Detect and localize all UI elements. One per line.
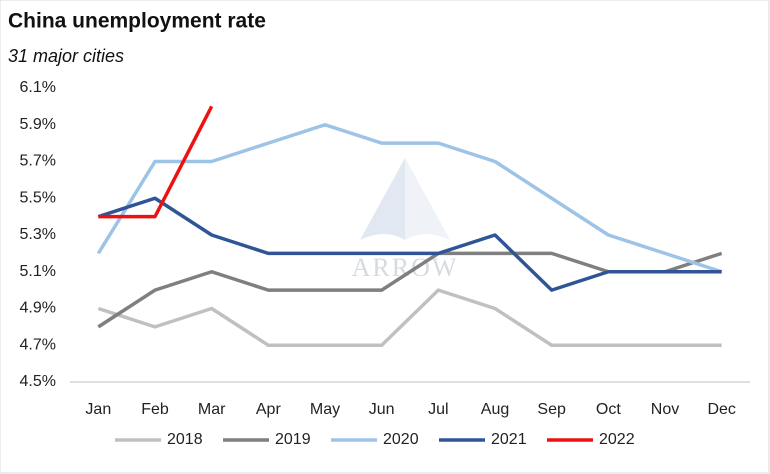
x-tick-label: Jul	[428, 401, 448, 418]
series-line	[97, 196, 722, 292]
y-tick-label: 4.5%	[20, 373, 56, 390]
x-tick-label: Dec	[707, 401, 735, 418]
x-tick-label: Feb	[141, 401, 169, 418]
watermark-logo	[360, 158, 450, 240]
x-tick-label: Jun	[369, 401, 395, 418]
y-tick-label: 5.9%	[20, 116, 56, 133]
y-tick-label: 5.5%	[20, 189, 56, 206]
legend-label: 2022	[599, 431, 635, 448]
x-tick-label: Oct	[596, 401, 621, 418]
legend-label: 2020	[383, 431, 419, 448]
y-tick-label: 4.9%	[20, 300, 56, 317]
x-tick-label: May	[310, 401, 340, 418]
x-tick-label: Aug	[481, 401, 509, 418]
series-line	[98, 105, 214, 219]
y-tick-label: 5.3%	[20, 226, 56, 243]
chart-title: China unemployment rate	[8, 10, 266, 33]
x-tick-label: Apr	[256, 401, 282, 418]
legend-label: 2018	[167, 431, 203, 448]
y-tick-label: 5.1%	[20, 263, 56, 280]
y-tick-label: 6.1%	[20, 79, 56, 96]
series-line	[97, 288, 722, 347]
legend-label: 2019	[275, 431, 311, 448]
chart-subtitle: 31 major cities	[8, 46, 124, 66]
watermark: ARROW	[352, 253, 459, 282]
y-tick-label: 5.7%	[20, 153, 56, 170]
series-line	[96, 123, 723, 274]
y-tick-label: 4.7%	[20, 336, 56, 353]
x-tick-label: Nov	[651, 401, 679, 418]
legend-label: 2021	[491, 431, 527, 448]
x-tick-label: Sep	[537, 401, 566, 418]
x-tick-label: Mar	[198, 401, 226, 418]
x-tick-label: Jan	[85, 401, 111, 418]
